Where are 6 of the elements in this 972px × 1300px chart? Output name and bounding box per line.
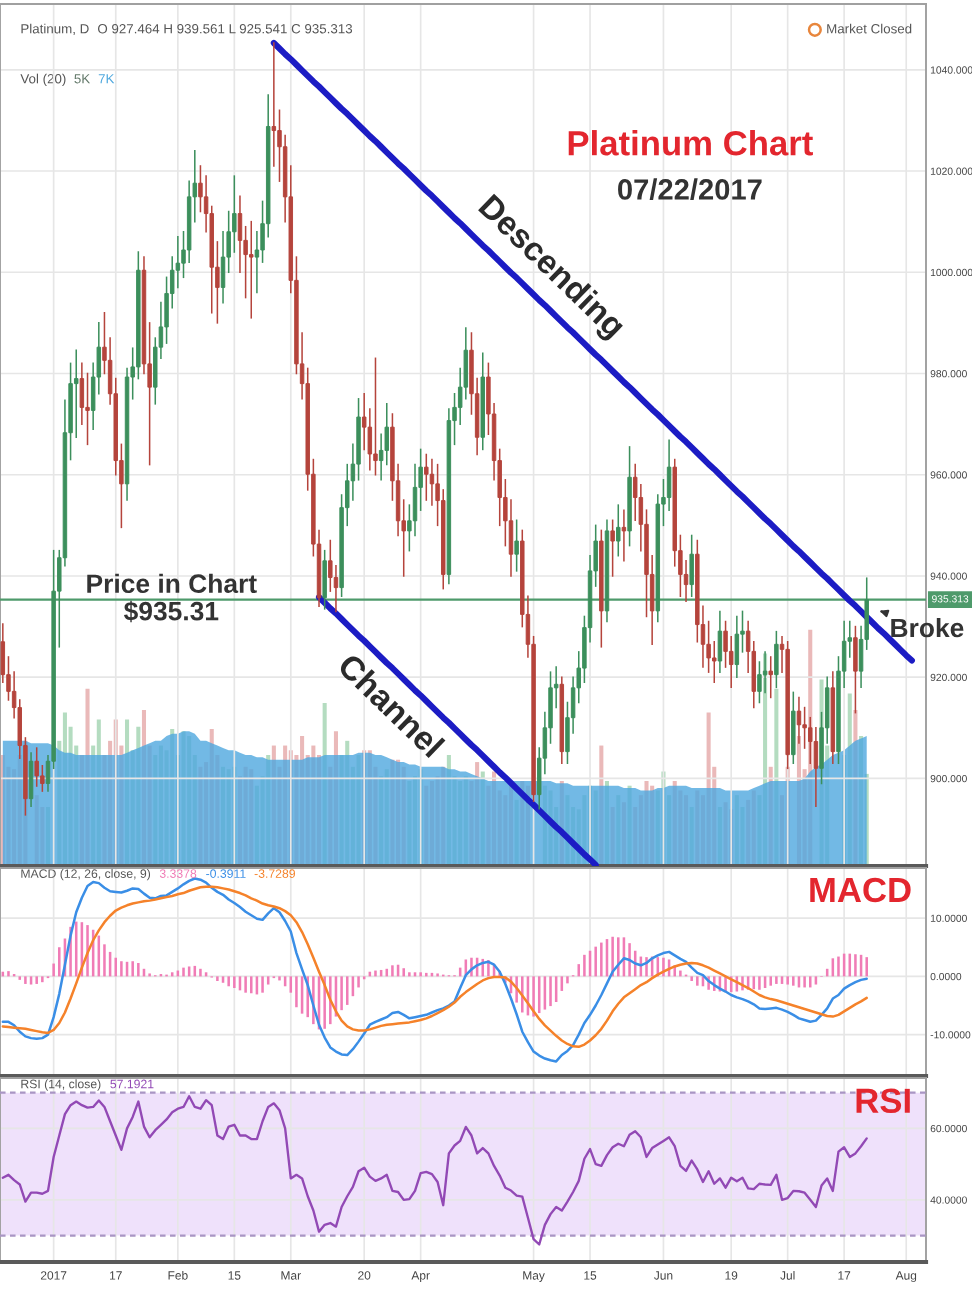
chart-title: MACD xyxy=(810,877,911,903)
chart-title: RSI xyxy=(856,1088,910,1114)
annotation: Broke xyxy=(891,617,964,638)
annotation: Price in Chart $935.31 xyxy=(87,573,257,623)
text: Platinum Chart xyxy=(568,130,813,156)
text: 07/22/2017 xyxy=(618,178,762,201)
